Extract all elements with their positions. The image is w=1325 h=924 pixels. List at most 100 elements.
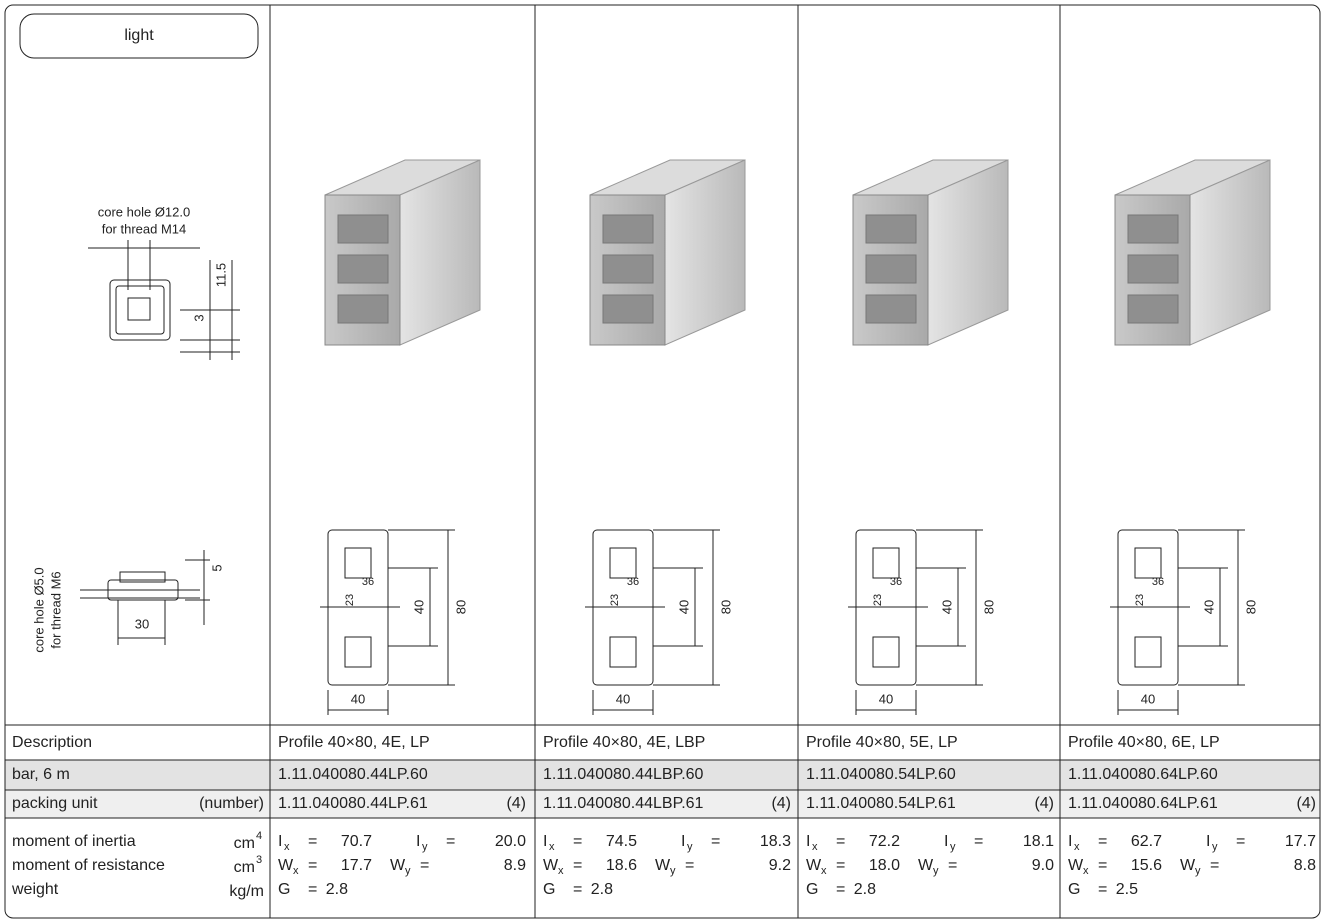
profile-image-slot (602, 294, 654, 324)
symbol-sub: x (558, 865, 564, 877)
symbol-sub: y (670, 865, 676, 877)
symbol-sub: y (405, 865, 411, 877)
packing-qty: (4) (1034, 795, 1054, 812)
equals: = (573, 833, 582, 850)
symbol-sub: x (821, 865, 827, 877)
dim-label: 36 (362, 576, 374, 588)
symbol-sub: y (933, 865, 939, 877)
symbol: W (655, 857, 671, 874)
value: 17.7 (341, 857, 372, 874)
symbol: I (1206, 833, 1210, 850)
note: core hole Ø12.0 (98, 204, 191, 219)
equals: = (974, 833, 983, 850)
row-label: packing unit (12, 795, 98, 812)
packing-qty: (4) (1296, 795, 1316, 812)
symbol-sub: y (687, 841, 693, 853)
symbol: G (806, 881, 818, 898)
row-label: Description (12, 734, 92, 751)
small-profile-drawing (80, 550, 210, 645)
value: 2.8 (326, 881, 348, 898)
section-core (872, 636, 900, 668)
profile-image-slot (337, 294, 389, 324)
section-core (1134, 547, 1162, 579)
value: 20.0 (495, 833, 526, 850)
symbol-sub: y (950, 841, 956, 853)
section-core (344, 636, 372, 668)
profile-image-slot (865, 294, 917, 324)
value: 72.2 (869, 833, 900, 850)
value: 8.8 (1294, 857, 1316, 874)
value: 18.1 (1023, 833, 1054, 850)
dim-label: 23 (1134, 594, 1146, 606)
packing-number: 1.11.040080.44LP.61 (278, 795, 428, 812)
section-core (344, 547, 372, 579)
packing-qty: (4) (771, 795, 791, 812)
packing-number: 1.11.040080.54LP.61 (806, 795, 956, 812)
bar-number: 1.11.040080.54LP.60 (806, 766, 956, 783)
dim-label: 23 (609, 594, 621, 606)
symbol: W (806, 857, 822, 874)
description: Profile 40×80, 4E, LP (278, 734, 430, 751)
symbol: W (543, 857, 559, 874)
equals: = (711, 833, 720, 850)
value: 18.6 (606, 857, 637, 874)
symbol-sub: x (1074, 841, 1080, 853)
symbol: I (806, 833, 810, 850)
equals: = (1098, 881, 1107, 898)
equals: = (1210, 857, 1219, 874)
equals: = (308, 857, 317, 874)
symbol-sub: y (1195, 865, 1201, 877)
equals: = (308, 881, 317, 898)
dim: 11.5 (213, 263, 228, 287)
dim-label: 80 (718, 600, 733, 614)
note: for thread M14 (102, 221, 187, 236)
section-core (609, 636, 637, 668)
section-core (1134, 636, 1162, 668)
unit: cm (234, 835, 255, 852)
symbol: W (918, 857, 934, 874)
profile-image-slot (337, 254, 389, 284)
symbol: W (390, 857, 406, 874)
profile-image-slot (1127, 214, 1179, 244)
symbol-sub: x (284, 841, 290, 853)
unit: kg/m (229, 883, 264, 900)
equals: = (836, 833, 845, 850)
value: 18.0 (869, 857, 900, 874)
profile-image-slot (602, 254, 654, 284)
symbol-sub: y (1212, 841, 1218, 853)
unit-exp: 3 (256, 854, 262, 866)
packing-number: 1.11.040080.64LP.61 (1068, 795, 1218, 812)
symbol-sub: x (549, 841, 555, 853)
dim-label: 40 (879, 691, 893, 706)
symbol: I (416, 833, 420, 850)
equals: = (836, 857, 845, 874)
small-profile-drawing (88, 240, 240, 360)
dim: 30 (135, 616, 149, 631)
symbol: W (1068, 857, 1084, 874)
equals: = (685, 857, 694, 874)
symbol-sub: x (1083, 865, 1089, 877)
grid-lines (5, 5, 1320, 918)
dim-label: 40 (411, 600, 426, 614)
symbol: I (944, 833, 948, 850)
dim-label: 40 (1201, 600, 1216, 614)
value: 15.6 (1131, 857, 1162, 874)
value: 2.5 (1116, 881, 1138, 898)
symbol-sub: x (293, 865, 299, 877)
equals: = (446, 833, 455, 850)
equals: = (1098, 857, 1107, 874)
row-label: weight (11, 881, 59, 898)
outer-border (4, 4, 1321, 919)
note: core hole Ø5.0 (31, 567, 46, 652)
dim: 5 (209, 564, 224, 571)
packing-row-bg (5, 790, 1320, 818)
bar-row-bg (5, 760, 1320, 790)
value: 8.9 (504, 857, 526, 874)
profile-image-slot (337, 214, 389, 244)
value: 18.3 (760, 833, 791, 850)
bar-number: 1.11.040080.44LP.60 (278, 766, 428, 783)
dim-label: 40 (939, 600, 954, 614)
equals: = (836, 881, 845, 898)
